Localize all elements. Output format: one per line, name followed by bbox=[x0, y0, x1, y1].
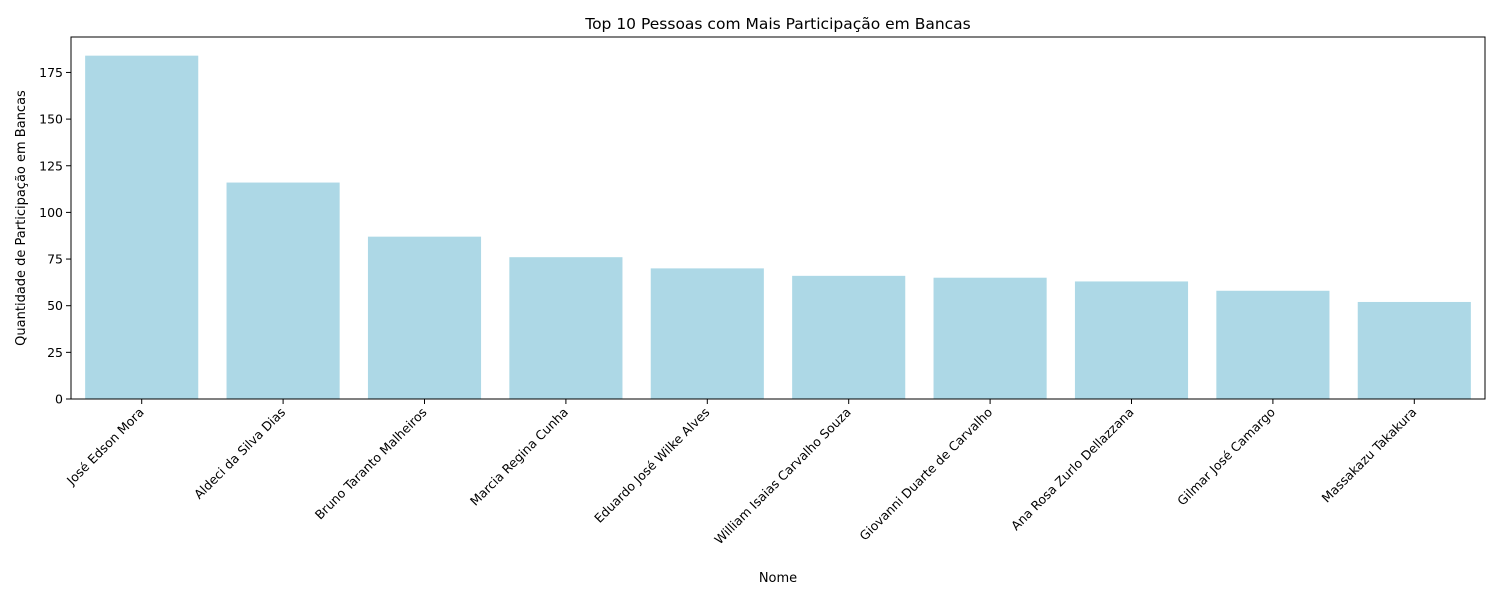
bar bbox=[85, 55, 199, 399]
bar bbox=[792, 275, 906, 399]
y-tick-label: 175 bbox=[39, 65, 63, 80]
y-tick-label: 150 bbox=[39, 112, 63, 127]
y-tick-label: 100 bbox=[39, 205, 63, 220]
y-axis-label: Quantidade de Participação em Bancas bbox=[14, 90, 29, 346]
y-tick-label: 0 bbox=[55, 392, 63, 407]
x-axis-label: Nome bbox=[759, 571, 797, 586]
bar bbox=[226, 182, 340, 399]
chart-title: Top 10 Pessoas com Mais Participação em … bbox=[584, 15, 971, 33]
plot-frame bbox=[70, 36, 1486, 400]
x-tick-label: Gilmar José Camargo bbox=[1174, 405, 1278, 509]
bar bbox=[1216, 290, 1330, 399]
bar bbox=[509, 257, 623, 399]
bar bbox=[1357, 301, 1471, 399]
bar bbox=[933, 277, 1047, 399]
x-tick-label: José Edson Mora bbox=[63, 405, 147, 489]
x-tick-label: Marcia Regina Cunha bbox=[467, 405, 571, 509]
bar bbox=[367, 236, 482, 399]
y-tick-label: 25 bbox=[47, 345, 63, 360]
bars-layer bbox=[85, 55, 1471, 399]
y-tick-label: 50 bbox=[47, 298, 63, 313]
x-tick-label: Ana Rosa Zurlo Dellazzana bbox=[1008, 405, 1137, 534]
x-tick-label: Massakazu Takakura bbox=[1318, 405, 1419, 506]
bar bbox=[1074, 281, 1189, 399]
x-tick-label: Aldeci da Silva Dias bbox=[191, 405, 288, 502]
x-tick-label: Eduardo José Wilke Alves bbox=[591, 405, 712, 526]
bar bbox=[650, 268, 764, 399]
y-tick-label: 125 bbox=[39, 158, 63, 173]
y-tick-label: 75 bbox=[47, 252, 63, 267]
x-tick-label: William Isaias Carvalho Souza bbox=[711, 405, 854, 548]
x-tick-label: Giovanni Duarte de Carvalho bbox=[856, 405, 995, 544]
x-tick-label: Bruno Taranto Malheiros bbox=[312, 405, 430, 523]
